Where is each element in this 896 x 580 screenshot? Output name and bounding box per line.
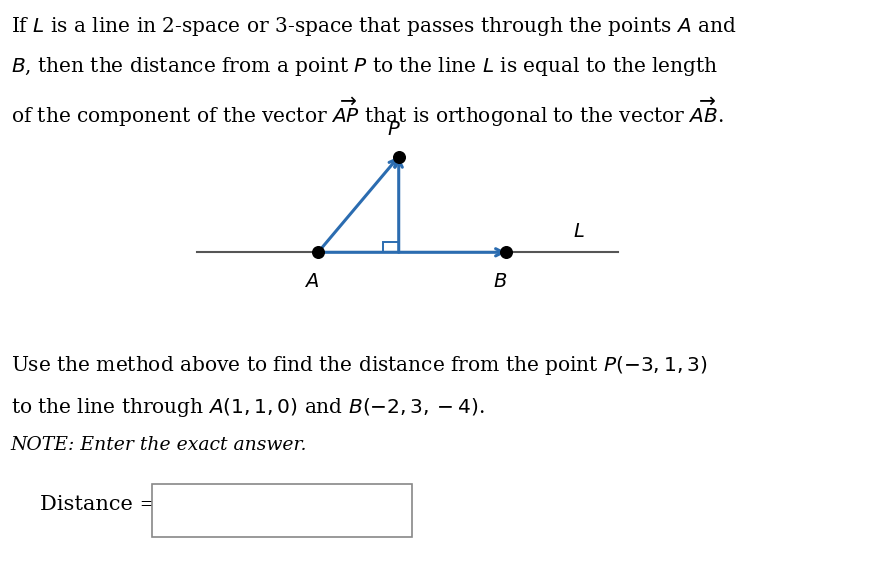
Text: NOTE: Enter the exact answer.: NOTE: Enter the exact answer.	[11, 436, 307, 454]
Text: $B$: $B$	[493, 273, 507, 291]
FancyBboxPatch shape	[152, 484, 412, 536]
Point	[499, 248, 513, 257]
Text: $P$: $P$	[387, 121, 401, 139]
Text: If $L$ is a line in 2-space or 3-space that passes through the points $A$ and: If $L$ is a line in 2-space or 3-space t…	[11, 14, 737, 38]
Text: $L$: $L$	[573, 223, 585, 241]
Text: $A$: $A$	[305, 273, 319, 291]
Point	[392, 152, 406, 161]
Text: $B$, then the distance from a point $P$ to the line $L$ is equal to the length: $B$, then the distance from a point $P$ …	[11, 55, 718, 78]
Text: of the component of the vector $\overrightarrow{AP}$ that is orthogonal to the v: of the component of the vector $\overrig…	[11, 96, 723, 129]
Text: Use the method above to find the distance from the point $P(-3,1,3)$: Use the method above to find the distanc…	[11, 354, 707, 377]
Point	[311, 248, 325, 257]
Text: to the line through $A(1,1,0)$ and $B(-2,3,-4)$.: to the line through $A(1,1,0)$ and $B(-2…	[11, 396, 485, 419]
Text: Distance =: Distance =	[40, 495, 158, 514]
